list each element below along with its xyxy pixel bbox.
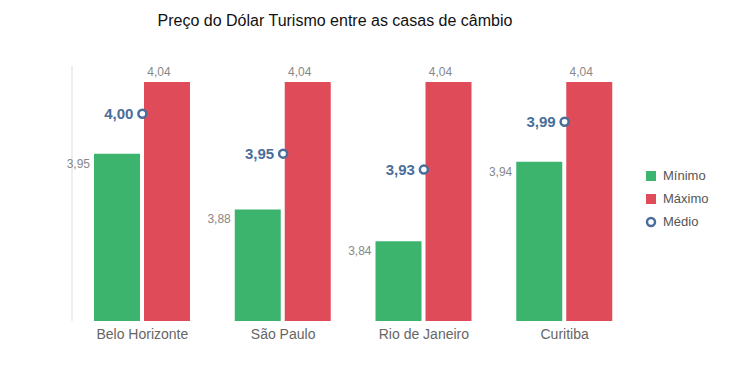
svg-text:4,04: 4,04 bbox=[429, 65, 453, 79]
svg-text:3,95: 3,95 bbox=[67, 157, 91, 171]
svg-text:3,93: 3,93 bbox=[386, 161, 415, 178]
svg-text:Curitiba: Curitiba bbox=[541, 326, 589, 342]
svg-text:3,99: 3,99 bbox=[526, 113, 555, 130]
html-text:Mínimo: Mínimo bbox=[663, 168, 706, 183]
svg-text:4,04: 4,04 bbox=[147, 65, 171, 79]
svg-text:Rio de Janeiro: Rio de Janeiro bbox=[379, 326, 469, 342]
svg-text:3,95: 3,95 bbox=[245, 145, 274, 162]
html-text:Máximo: Máximo bbox=[663, 191, 709, 206]
svg-text:São Paulo: São Paulo bbox=[251, 326, 316, 342]
svg-text:4,00: 4,00 bbox=[104, 105, 133, 122]
svg-text:3,88: 3,88 bbox=[207, 212, 231, 226]
svg-text:4,04: 4,04 bbox=[288, 65, 312, 79]
svg-text:3,94: 3,94 bbox=[489, 165, 513, 179]
svg-text:4,04: 4,04 bbox=[570, 65, 594, 79]
svg-text:Belo Horizonte: Belo Horizonte bbox=[96, 326, 188, 342]
html-text:Médio: Médio bbox=[663, 214, 699, 229]
svg-text:3,84: 3,84 bbox=[348, 244, 372, 258]
html-text:Preço do Dólar Turismo entre a: Preço do Dólar Turismo entre as casas de… bbox=[157, 12, 513, 29]
